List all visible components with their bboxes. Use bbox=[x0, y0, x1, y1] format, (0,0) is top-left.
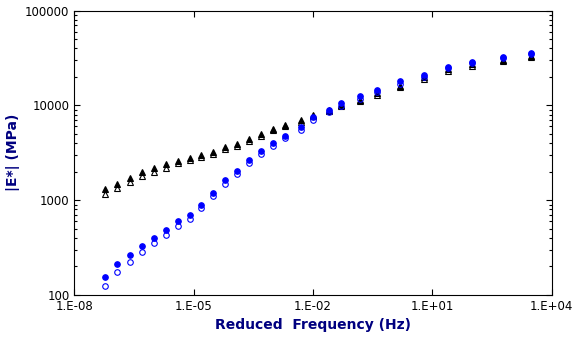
X-axis label: Reduced  Frequency (Hz): Reduced Frequency (Hz) bbox=[215, 318, 411, 333]
Y-axis label: |E*| (MPa): |E*| (MPa) bbox=[6, 114, 20, 192]
